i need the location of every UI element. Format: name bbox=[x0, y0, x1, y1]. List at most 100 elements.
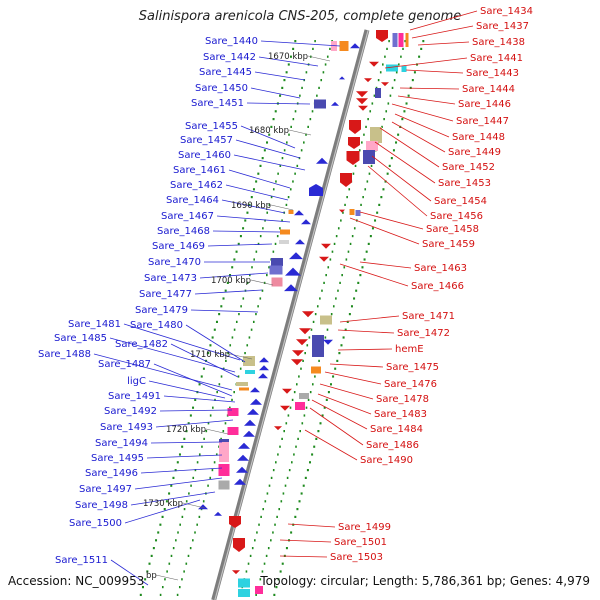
scale-label-leader bbox=[155, 574, 179, 581]
gene-leader-plus bbox=[309, 407, 364, 446]
scale-tick bbox=[284, 484, 287, 487]
scale-tick bbox=[313, 445, 316, 448]
gene-block-plus bbox=[375, 88, 381, 98]
gene-label-minus: Sare_1511 bbox=[55, 555, 108, 566]
scale-tick bbox=[172, 476, 175, 479]
gene-label-minus: Sare_1495 bbox=[91, 453, 144, 464]
gene-block-plus bbox=[401, 66, 407, 72]
scale-label: 1700 kbp bbox=[211, 276, 251, 286]
gene-arrow-minus bbox=[258, 373, 268, 379]
scale-tick bbox=[329, 383, 332, 386]
scale-tick bbox=[297, 437, 299, 440]
gene-leader-plus bbox=[394, 113, 450, 138]
scale-tick bbox=[342, 211, 344, 214]
scale-tick bbox=[323, 281, 325, 284]
label-layer: 1670 kbp 1680 kbp 1690 kbp 1700 kbp 1710 kbp… bbox=[38, 6, 533, 581]
scale-tick bbox=[249, 274, 251, 277]
scale-tick bbox=[343, 266, 346, 269]
scale-tick bbox=[218, 383, 221, 386]
gene-label-minus: Sare_1464 bbox=[166, 195, 219, 206]
scale-tick bbox=[187, 554, 190, 557]
scale-tick bbox=[422, 40, 425, 43]
scale-tick bbox=[201, 445, 203, 448]
scale-tick bbox=[185, 500, 188, 503]
scale-tick bbox=[214, 398, 216, 401]
scale-tick bbox=[213, 328, 216, 331]
gene-block-plus bbox=[299, 393, 309, 399]
scale-tick bbox=[281, 219, 283, 222]
gene-block-minus bbox=[218, 464, 230, 476]
gene-leader-minus bbox=[159, 409, 233, 412]
scale-tick bbox=[194, 531, 196, 534]
gene-block-minus bbox=[271, 277, 283, 287]
scale-tick bbox=[274, 242, 277, 245]
scale-tick bbox=[303, 141, 305, 144]
scale-tick bbox=[272, 250, 275, 253]
gene-label-minus: Sare_1468 bbox=[157, 226, 210, 237]
scale-tick bbox=[398, 63, 400, 66]
scale-tick bbox=[402, 47, 404, 50]
scale-tick bbox=[371, 102, 374, 105]
scale-tick bbox=[309, 461, 312, 464]
scale-tick bbox=[198, 515, 201, 518]
gene-block-plus bbox=[386, 64, 398, 72]
scale-tick bbox=[215, 320, 218, 323]
scale-tick bbox=[183, 508, 186, 511]
scale-tick bbox=[379, 71, 382, 74]
gene-arrow-minus bbox=[339, 76, 345, 80]
scale-tick bbox=[388, 40, 390, 43]
scale-tick bbox=[257, 172, 260, 175]
gene-label-minus: Sare_1481 bbox=[68, 319, 121, 330]
scale-tick bbox=[286, 141, 288, 144]
gene-label-minus: Sare_1496 bbox=[85, 468, 138, 479]
scale-tick bbox=[309, 391, 312, 394]
scale-tick bbox=[314, 313, 317, 316]
gene-label-plus: Sare_1438 bbox=[472, 37, 525, 48]
scale-tick bbox=[338, 352, 341, 355]
scale-tick bbox=[231, 266, 234, 269]
scale-tick bbox=[416, 63, 419, 66]
gene-leader-plus bbox=[367, 165, 428, 217]
gene-arrow-plus bbox=[358, 105, 368, 111]
scale-tick bbox=[361, 141, 363, 144]
scale-tick bbox=[170, 554, 173, 557]
scale-tick bbox=[292, 180, 294, 183]
gene-leader-minus bbox=[140, 467, 223, 474]
gene-leader-minus bbox=[146, 454, 223, 459]
scale-tick bbox=[361, 266, 364, 269]
scale-tick bbox=[255, 250, 258, 253]
scale-tick bbox=[163, 508, 166, 511]
scale-tick bbox=[327, 391, 330, 394]
scale-tick bbox=[185, 430, 188, 433]
scale-tick bbox=[268, 203, 271, 206]
scale-tick bbox=[348, 188, 351, 191]
scale-tick bbox=[347, 250, 350, 253]
scale-tick bbox=[279, 445, 281, 448]
gene-label-plus: Sare_1490 bbox=[360, 455, 413, 466]
scale-tick bbox=[382, 63, 384, 66]
scale-tick bbox=[283, 79, 286, 82]
gene-arrow-minus bbox=[331, 101, 339, 106]
gene-label-minus: Sare_1460 bbox=[178, 150, 231, 161]
scale-tick bbox=[299, 430, 301, 433]
gene-arrow-minus bbox=[236, 466, 248, 473]
gene-label-minus: ligC bbox=[127, 376, 146, 387]
scale-tick bbox=[194, 398, 197, 401]
gene-leader-plus bbox=[397, 95, 456, 105]
scale-tick bbox=[262, 227, 264, 230]
gene-arrow-minus bbox=[284, 284, 298, 292]
gene-arrow-minus bbox=[289, 252, 303, 260]
gene-label-minus: Sare_1487 bbox=[98, 359, 151, 370]
scale-tick bbox=[259, 297, 262, 300]
scale-tick bbox=[380, 196, 383, 199]
gene-block-plus bbox=[370, 127, 382, 143]
scale-tick bbox=[255, 313, 257, 316]
scale-tick bbox=[334, 367, 337, 370]
gene-block-minus bbox=[314, 99, 326, 109]
scale-tick bbox=[349, 242, 352, 245]
gene-arrow-minus bbox=[198, 504, 208, 510]
gene-label-minus: Sare_1498 bbox=[75, 500, 128, 511]
gene-block-plus bbox=[295, 402, 305, 410]
scale-tick bbox=[375, 86, 378, 89]
scale-tick bbox=[395, 141, 398, 144]
